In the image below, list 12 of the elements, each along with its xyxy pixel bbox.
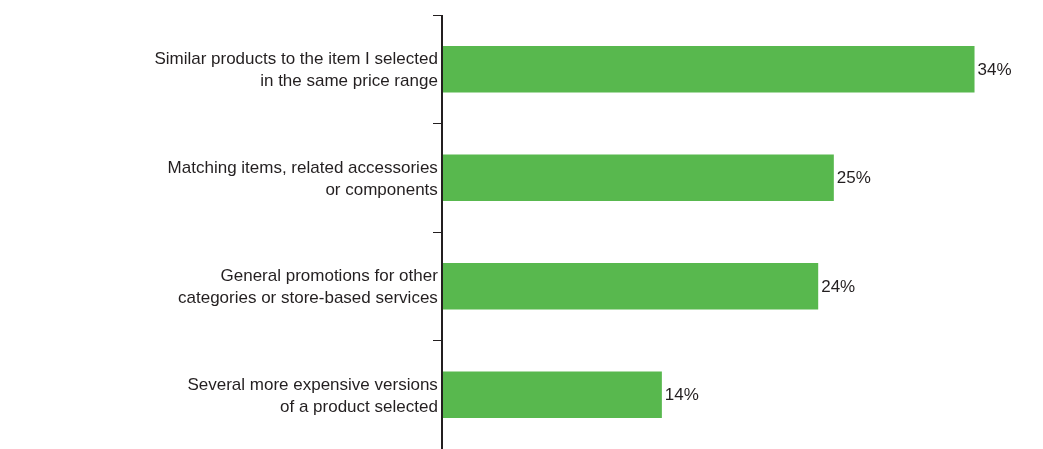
bar [443, 262, 819, 310]
y-tick-label: General promotions for other categories or store-based services [178, 266, 439, 308]
y-tick-label: Several more expensive versions of a product selected [187, 374, 438, 416]
data-label: 24% [821, 276, 856, 296]
bar [443, 45, 975, 93]
bar [443, 371, 662, 419]
bar [443, 154, 834, 202]
data-label: 34% [977, 59, 1012, 79]
y-tick-label: Matching items, related accessories or components [167, 157, 438, 199]
data-label: 25% [836, 168, 871, 188]
data-label: 14% [664, 385, 699, 405]
y-tick-label: Similar products to the item I selected in the same price range [154, 49, 438, 91]
